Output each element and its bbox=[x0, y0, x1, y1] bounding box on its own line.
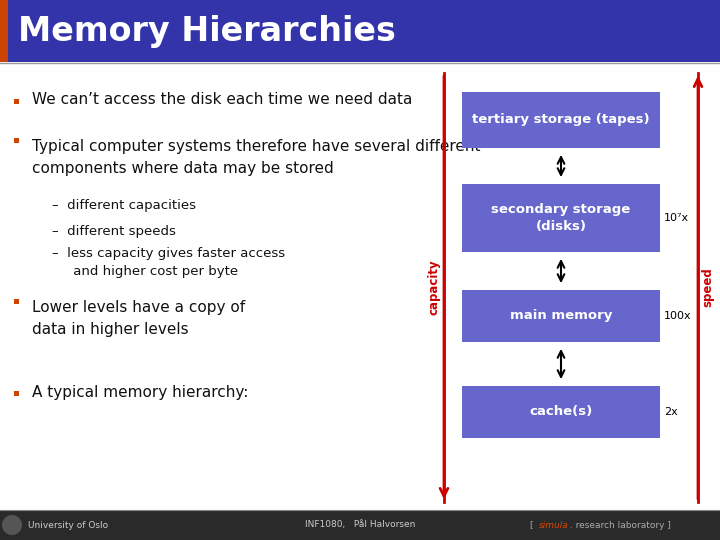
Bar bbox=[462, 184, 660, 252]
Text: 2x: 2x bbox=[664, 407, 678, 417]
Bar bbox=[462, 386, 660, 438]
Text: Typical computer systems therefore have several different
components where data : Typical computer systems therefore have … bbox=[32, 139, 480, 176]
Text: We can’t access the disk each time we need data: We can’t access the disk each time we ne… bbox=[32, 92, 413, 107]
Text: . research laboratory ]: . research laboratory ] bbox=[567, 521, 671, 530]
Bar bbox=[14, 99, 19, 104]
Text: –  less capacity gives faster access
     and higher cost per byte: – less capacity gives faster access and … bbox=[52, 246, 285, 278]
Text: Lower levels have a copy of
data in higher levels: Lower levels have a copy of data in high… bbox=[32, 300, 245, 337]
Text: A typical memory hierarchy:: A typical memory hierarchy: bbox=[32, 384, 248, 400]
Bar bbox=[0, 510, 720, 540]
Circle shape bbox=[2, 515, 22, 535]
Bar bbox=[14, 391, 19, 396]
Bar bbox=[0, 0, 8, 62]
Text: tertiary storage (tapes): tertiary storage (tapes) bbox=[472, 113, 650, 126]
Text: speed: speed bbox=[701, 268, 714, 307]
Text: 100x: 100x bbox=[664, 311, 692, 321]
Bar bbox=[462, 290, 660, 342]
Text: INF1080,   Pål Halvorsen: INF1080, Pål Halvorsen bbox=[305, 521, 415, 530]
Text: 10⁷x: 10⁷x bbox=[664, 213, 689, 223]
Bar bbox=[462, 92, 660, 148]
Text: capacity: capacity bbox=[428, 260, 441, 315]
Text: secondary storage
(disks): secondary storage (disks) bbox=[491, 203, 631, 233]
Text: University of Oslo: University of Oslo bbox=[28, 521, 108, 530]
Text: –  different capacities: – different capacities bbox=[52, 199, 196, 212]
Bar bbox=[14, 299, 19, 304]
Bar bbox=[0, 0, 720, 62]
Text: Memory Hierarchies: Memory Hierarchies bbox=[18, 15, 396, 48]
Text: simula: simula bbox=[539, 521, 569, 530]
Bar bbox=[14, 138, 19, 143]
Text: main memory: main memory bbox=[510, 309, 612, 322]
Text: –  different speeds: – different speeds bbox=[52, 226, 176, 239]
Text: cache(s): cache(s) bbox=[529, 406, 593, 419]
Text: [: [ bbox=[530, 521, 536, 530]
